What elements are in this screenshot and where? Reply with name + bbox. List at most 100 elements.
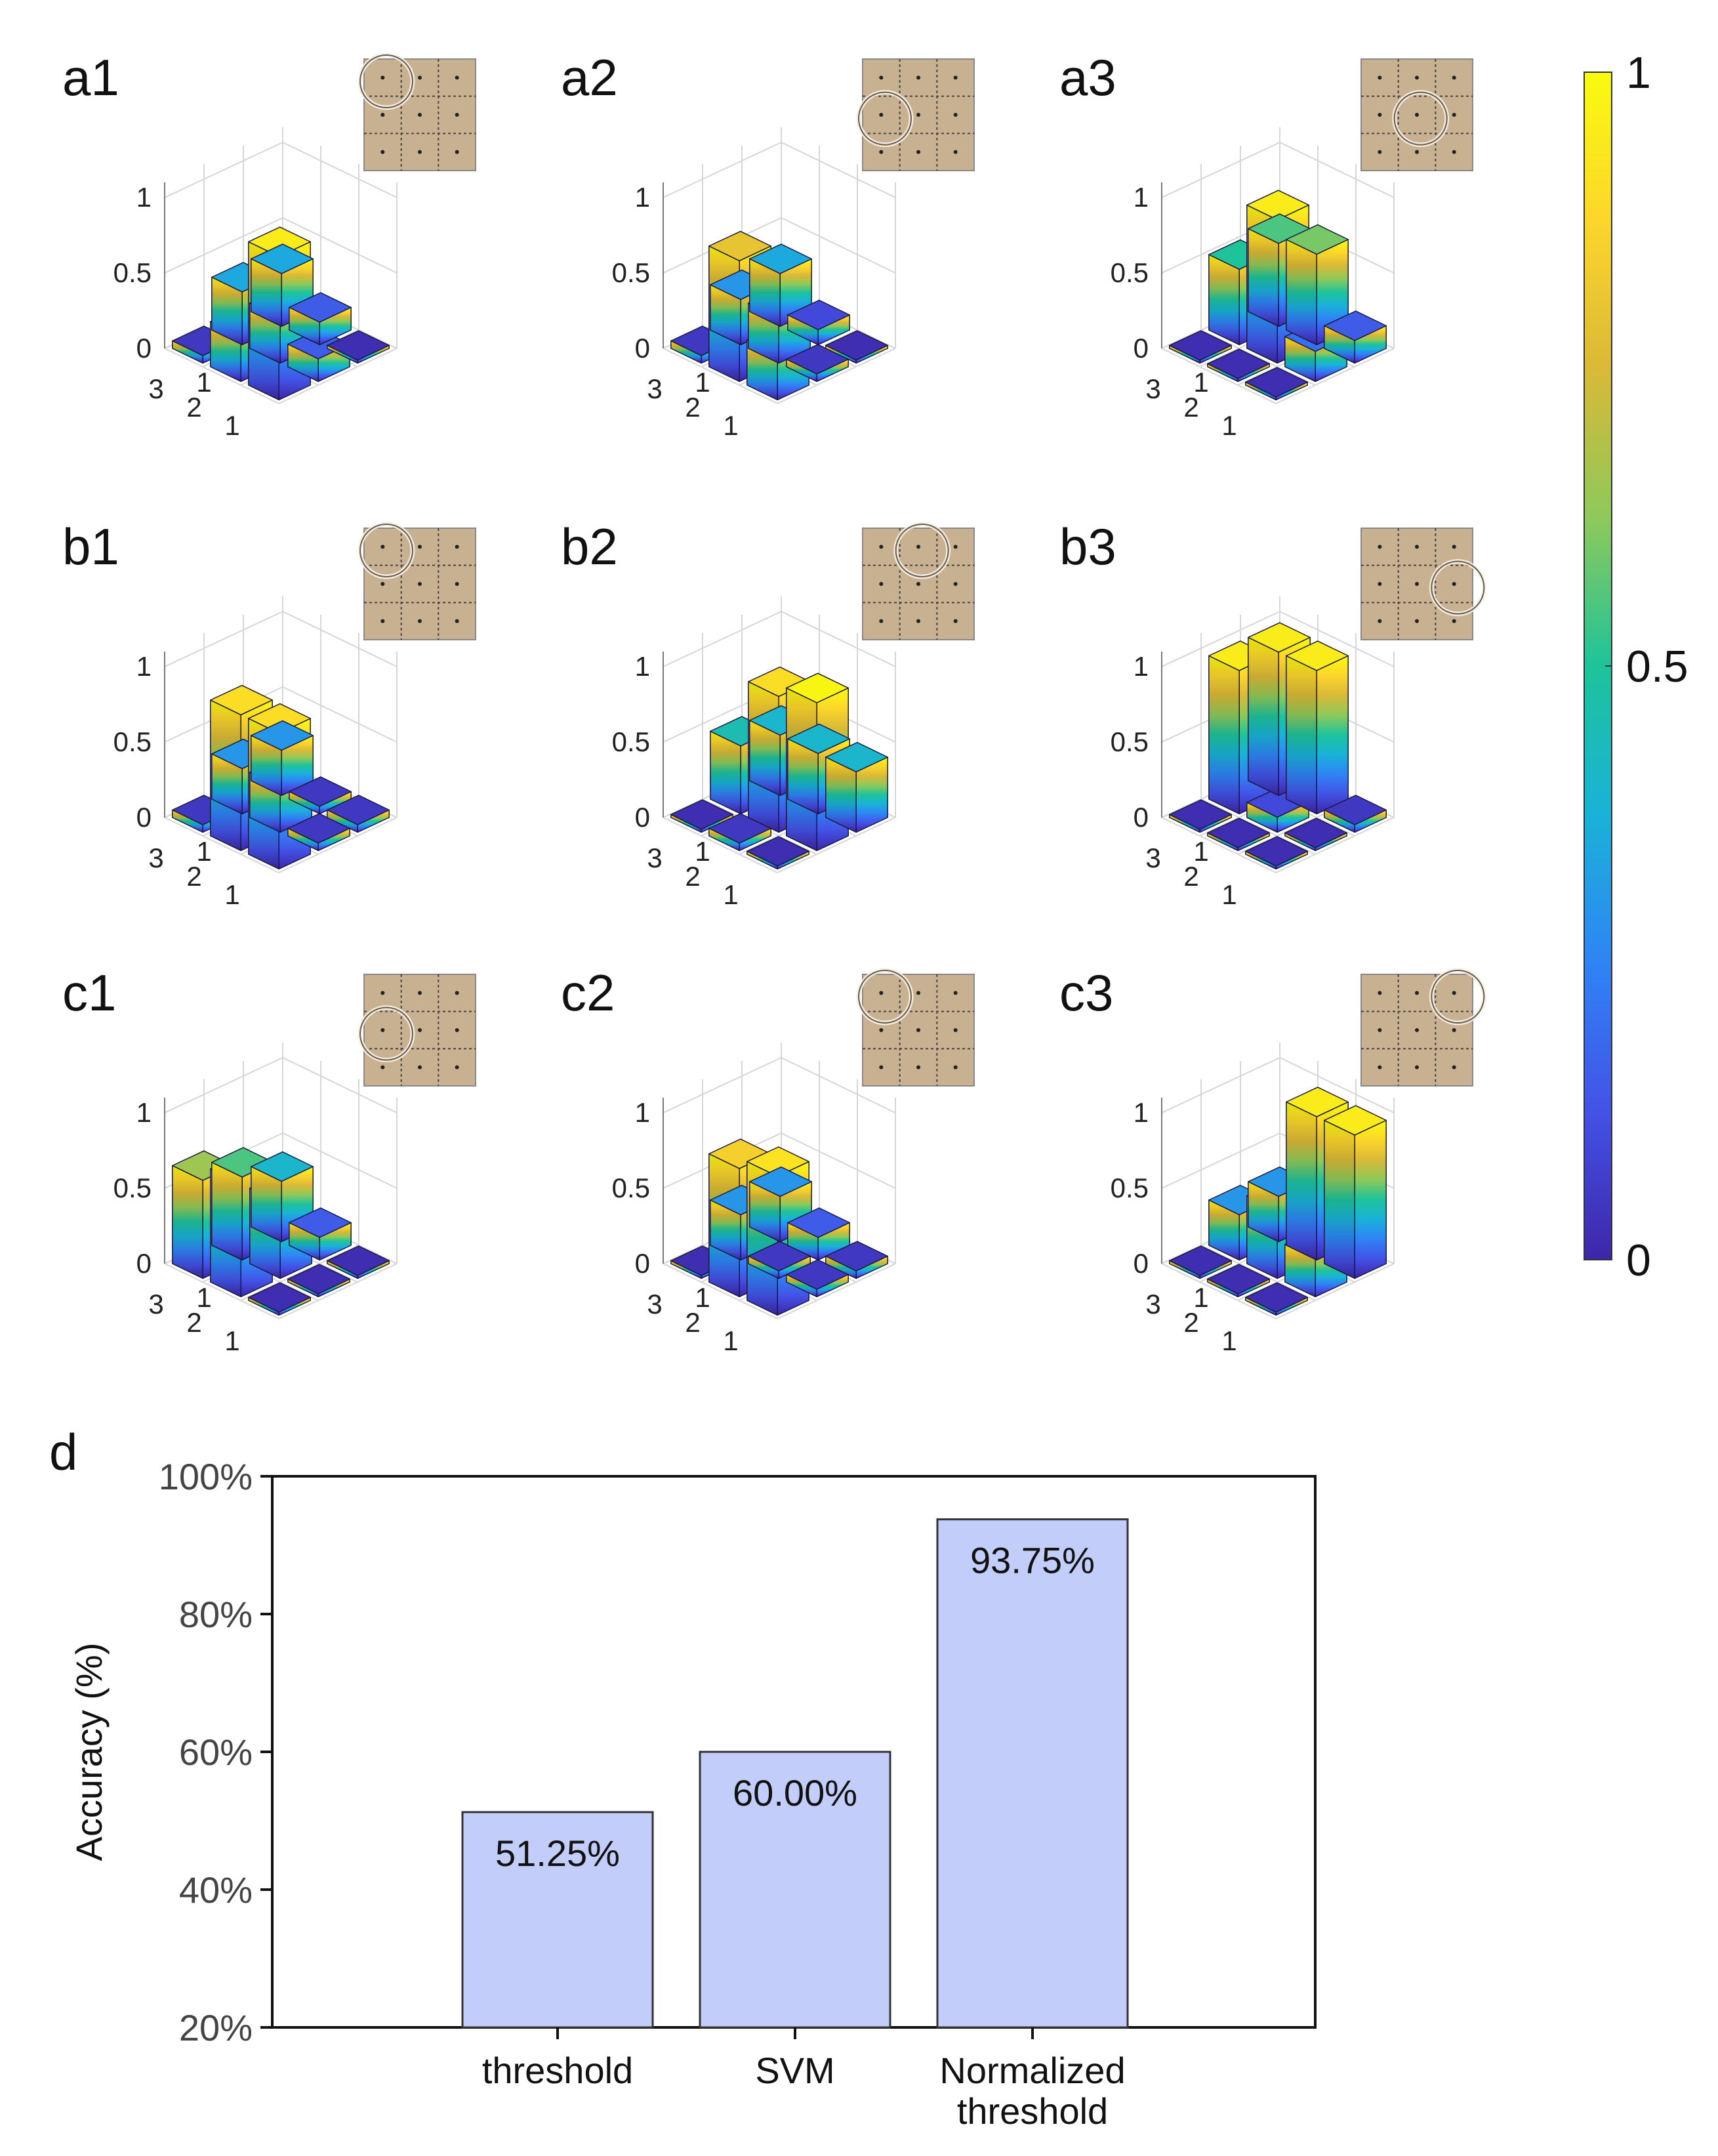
bar-face-shade — [211, 754, 243, 814]
z-tick-label: 0.5 — [113, 1172, 152, 1203]
bar-top — [248, 226, 311, 257]
bar-1-3 — [825, 1241, 888, 1279]
bar-face-shade — [1246, 802, 1278, 833]
grid-line — [282, 217, 398, 274]
grid-line — [777, 348, 896, 404]
z-tick-label: 0.5 — [1111, 257, 1149, 288]
z-tick-label: 1 — [1134, 1097, 1149, 1128]
bar-top — [786, 673, 849, 703]
bar-2-3 — [289, 1207, 352, 1261]
bars — [172, 226, 390, 401]
bar-top — [1207, 1264, 1270, 1295]
bar-face-shade — [749, 259, 781, 327]
bars — [670, 230, 888, 401]
bar-top — [251, 1151, 314, 1182]
inset-photo — [856, 58, 975, 171]
z-tick-label: 0 — [635, 802, 650, 833]
bar-face-shade — [748, 1256, 779, 1279]
x-tick-label: 1 — [723, 1325, 738, 1356]
bar-face-shade — [172, 810, 203, 833]
x-tick-label: 3 — [1145, 842, 1160, 873]
bar-face-shade — [327, 810, 358, 833]
bar-1-1 — [747, 836, 809, 870]
grid-line — [278, 1263, 398, 1319]
bar-face-shade — [1286, 239, 1317, 345]
inset-photo — [1360, 58, 1473, 171]
panel-label: c1 — [62, 964, 116, 1022]
bar-2-3 — [787, 1207, 850, 1261]
bar-top — [1207, 818, 1270, 848]
bar-2-1 — [1207, 348, 1270, 383]
bar-1-2 — [287, 813, 350, 852]
grid-line — [1161, 817, 1277, 873]
x-tick-label: 2 — [685, 1307, 700, 1338]
bar-1-3 — [1324, 795, 1387, 833]
z-tick-label: 0 — [635, 1248, 650, 1279]
grid-line — [1161, 611, 1280, 667]
bar-face-shade — [251, 259, 282, 327]
bar-face-shade — [327, 1260, 358, 1279]
grid-line — [1161, 1263, 1277, 1319]
bar-value-label: 93.75% — [970, 1540, 1095, 1581]
bar-3-3 — [251, 720, 314, 797]
bar-face-front — [1316, 655, 1349, 815]
inset-photo — [358, 974, 476, 1087]
bar-top — [787, 1207, 850, 1238]
x-tick-label: 1 — [723, 879, 738, 910]
colorbar-tick-label: 1 — [1626, 48, 1651, 98]
y-tick-label: 1 — [196, 836, 211, 867]
bar-face-shade — [211, 1162, 243, 1260]
grid-line — [663, 817, 778, 873]
x-tick-label: 3 — [1145, 373, 1160, 404]
z-tick-label: 0.5 — [612, 1172, 650, 1203]
bar-face-shade — [1207, 363, 1238, 382]
bar-top — [1324, 310, 1387, 341]
grid-line — [777, 1263, 896, 1319]
bar-face-shade — [1248, 1182, 1279, 1242]
grid-line — [663, 142, 782, 198]
z-tick-label: 0.5 — [1111, 726, 1149, 757]
grid-line — [164, 817, 279, 873]
bar-face-shade — [1169, 814, 1200, 833]
bar-face-shade — [1286, 1102, 1317, 1260]
bar-face-shade — [787, 315, 819, 345]
inset-photo — [1360, 968, 1486, 1087]
panel-label: c2 — [561, 964, 615, 1022]
grid-line — [1161, 1132, 1280, 1189]
x-tick-label: 1 — [224, 1325, 239, 1356]
x-tick-label: 2 — [186, 1307, 201, 1338]
panel-label: d — [49, 1423, 77, 1481]
inset-photo — [862, 522, 975, 640]
bars — [172, 684, 390, 870]
bar-top — [787, 299, 850, 331]
bar-2-2 — [1246, 787, 1309, 833]
bar-face-shade — [710, 731, 741, 814]
bar-face-shade — [1284, 1244, 1316, 1297]
y-tick-label: 1 — [196, 367, 211, 398]
bar-face-shade — [172, 1165, 203, 1279]
bar-top — [248, 703, 311, 734]
bar-face-shade — [1286, 655, 1317, 814]
bar-face-shade — [1245, 1297, 1277, 1316]
accuracy-bar — [699, 1751, 891, 2029]
grid-line — [781, 1132, 896, 1189]
bar-top — [825, 1241, 888, 1272]
panel-label: a3 — [1059, 49, 1116, 106]
bar-face-shade — [248, 1297, 279, 1316]
panel-label: b1 — [62, 518, 119, 575]
bar-face-shade — [1208, 1200, 1240, 1260]
bar-face-shade — [211, 277, 243, 345]
bar-1-3 — [327, 330, 390, 364]
bar-value-label: 60.00% — [733, 1772, 857, 1814]
z-tick-label: 1 — [635, 1097, 650, 1128]
z-tick-label: 1 — [136, 182, 152, 213]
bar-2-1 — [1207, 1264, 1270, 1298]
y-tick-label: 1 — [196, 1282, 211, 1313]
bar-face-shade — [747, 851, 778, 869]
bar-face-shade — [172, 341, 203, 363]
